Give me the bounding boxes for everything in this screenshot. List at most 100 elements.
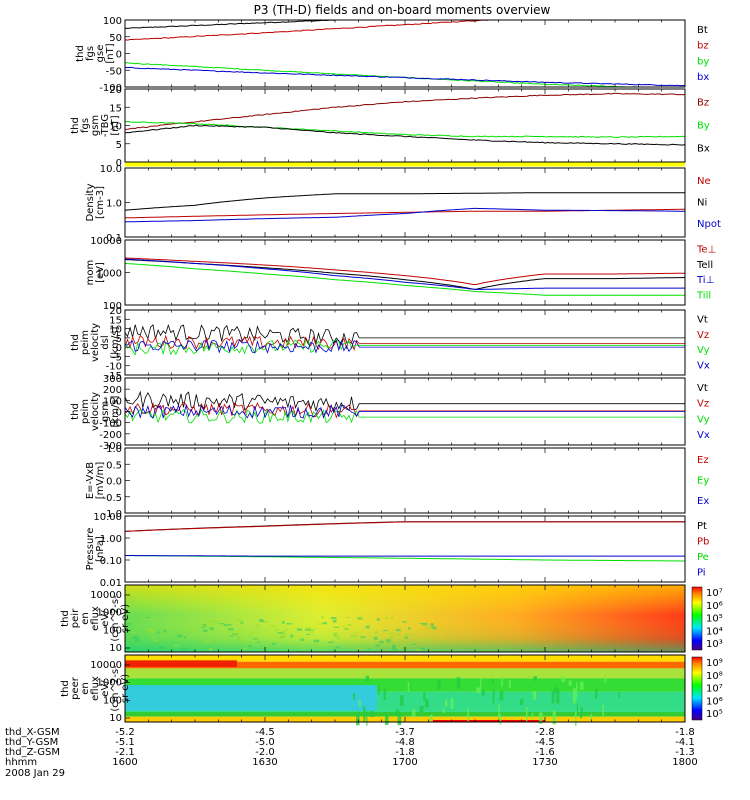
legend-Te⊥: Te⊥: [696, 245, 716, 256]
spectrogram-electron-speckle: [590, 714, 593, 720]
spectrogram-ion-speckle: [356, 616, 363, 620]
spectrogram-ion-speckle: [248, 634, 252, 638]
colorbar-peer_spec: [691, 656, 703, 721]
spectrogram-ion-speckle: [226, 624, 232, 626]
series-line-Pb: [124, 521, 685, 532]
spectrogram-ion-speckle: [333, 632, 339, 635]
spectrogram-ion-speckle: [430, 623, 434, 627]
spectrogram-ion-speckle: [389, 632, 395, 635]
footer-value: -1.3: [675, 747, 695, 758]
ylabel-density: [cm-3]: [95, 186, 106, 219]
ytick-label: 300: [103, 374, 122, 385]
ytick-label: 10000: [90, 236, 122, 247]
ylabel-peer_spec: sr-eV): [120, 674, 131, 703]
footer-row-label: thd_X-GSM: [5, 727, 60, 738]
spectrogram-ion-speckle: [205, 639, 212, 643]
spectrogram-ion-speckle: [148, 628, 154, 632]
footer-value: -5.1: [115, 737, 135, 748]
spectrogram-ion-speckle: [313, 639, 320, 643]
legend-Bx: Bx: [697, 144, 710, 155]
spectrogram-ion-speckle: [288, 643, 294, 646]
ylabel-efield: [mV/m]: [95, 462, 106, 500]
spectrogram-electron-speckle: [425, 699, 429, 708]
spectrogram-electron-speckle: [481, 689, 485, 696]
spectrogram-ion-speckle: [411, 643, 416, 646]
spectrogram-electron-speckle: [572, 688, 577, 704]
spectrogram-ion-speckle: [245, 641, 250, 644]
spectrogram-electron-speckle: [508, 680, 511, 689]
ylabel-pressure: [nPa]: [95, 536, 106, 562]
spectrogram-ion-speckle: [384, 617, 389, 619]
spectrogram-ion-speckle: [296, 628, 303, 631]
ytick-label: -1.0: [102, 509, 122, 520]
spectrogram-electron-speckle: [399, 695, 404, 706]
ytick-label: 1000: [97, 678, 122, 689]
spectrogram-electron-speckle: [602, 704, 605, 718]
spectrogram-electron-speckle: [499, 714, 502, 725]
ytick-label: 50: [109, 33, 122, 44]
spectrogram-ion-speckle: [126, 622, 131, 626]
spectrogram-ion-speckle: [321, 615, 324, 619]
ylabel-peer_spec: en: [80, 682, 91, 695]
spectrogram-ion-speckle: [426, 626, 432, 629]
spectrogram-ion-speckle: [203, 624, 207, 627]
ytick-label: 10: [109, 325, 122, 336]
ylabel-peer_spec: eV/: [100, 680, 111, 697]
series-line-bx: [124, 66, 686, 87]
spectrogram-ion-speckle: [209, 627, 214, 631]
spectrogram-electron-speckle: [576, 703, 579, 713]
ylabel-fgs_gsm: -TBG: [100, 114, 111, 137]
colorbar-tick-label: 10⁷: [706, 684, 723, 695]
ytick-label: 10.00: [93, 512, 122, 523]
legend-Pb: Pb: [697, 536, 709, 547]
spectrogram-ion-speckle: [134, 639, 141, 642]
spectrogram-ion-speckle: [156, 631, 161, 634]
colorbar-tick-label: 10⁶: [706, 601, 723, 612]
spectrogram-ion-speckle: [342, 626, 345, 628]
spectrogram-ion-speckle: [383, 630, 388, 632]
quality-flag-bar: [125, 162, 685, 167]
spectrogram-ion-speckle: [228, 628, 234, 631]
spectrogram-electron-speckle: [366, 711, 368, 726]
ytick-label: 1000: [97, 608, 122, 619]
panel-frame-peim_dsl: [124, 309, 686, 376]
spectrogram-ion-speckle: [388, 636, 394, 639]
ytick-label: 0: [116, 50, 122, 61]
spectrogram-ion-speckle: [305, 633, 311, 636]
spectrogram-ion-speckle: [152, 636, 156, 639]
legend-Npot: Npot: [697, 219, 721, 230]
spectrogram-ion-speckle: [405, 633, 412, 636]
spectrogram-electron-speckle: [383, 688, 386, 700]
spectrogram-ion-speckle: [257, 641, 261, 643]
legend-Vt: Vt: [697, 383, 708, 394]
spectrogram-electron-speckle: [492, 688, 495, 704]
ytick-label: 0.5: [106, 460, 122, 471]
footer-value: -5.0: [255, 737, 275, 748]
spectrogram-ion-speckle: [236, 636, 241, 639]
legend-Ni: Ni: [697, 198, 707, 209]
ylabel-peir_spec: eV/: [100, 610, 111, 627]
ytick-label: 0.10: [100, 556, 122, 567]
ylabel-fgs_gse: [nT]: [105, 43, 116, 63]
spectrogram-ion-speckle: [336, 638, 341, 640]
colorbar-tick-label: 10⁴: [706, 626, 723, 637]
legend-Ti⊥: Ti⊥: [696, 275, 714, 286]
spectrogram-ion-speckle: [365, 625, 370, 629]
ytick-label: 0.01: [100, 578, 122, 589]
spectrogram-ion-speckle: [163, 629, 167, 633]
ytick-label: 100: [103, 625, 122, 636]
ylabel-peer_spec: eflux: [90, 676, 101, 701]
series-line-Bx: [124, 124, 686, 146]
spectrogram-ion-speckle: [348, 624, 352, 627]
spectrogram-ion-speckle: [368, 648, 371, 651]
spectrogram-ion-speckle: [270, 625, 276, 627]
legend-Tell: Tell: [696, 260, 713, 271]
footer-value: 1700: [392, 757, 417, 768]
legend-Vy: Vy: [697, 345, 710, 356]
spectrogram-electron-hot: [125, 660, 237, 668]
spectrogram-ion-speckle: [344, 628, 349, 630]
spectrogram-ion-speckle: [318, 623, 323, 625]
spectrogram-electron-speckle: [501, 676, 503, 688]
ylabel-peir_spec: eflux: [90, 606, 101, 631]
ylabel-fgs_gsm: fgs: [80, 118, 91, 133]
